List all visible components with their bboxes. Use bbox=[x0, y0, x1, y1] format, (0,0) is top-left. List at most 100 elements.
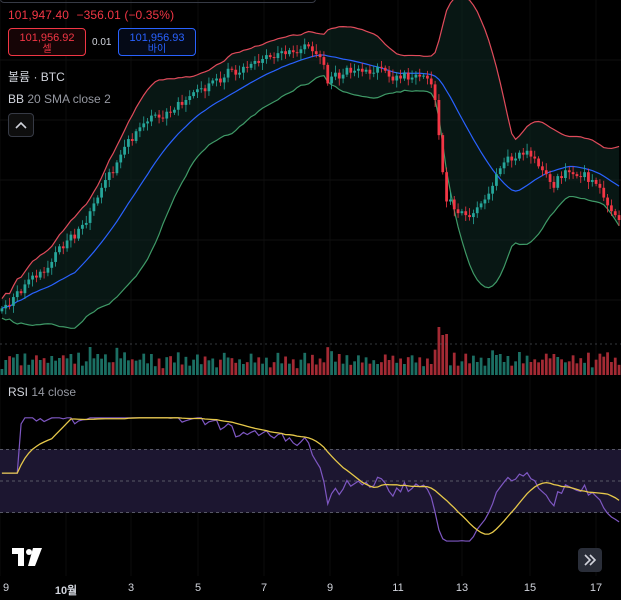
volume-bar bbox=[541, 359, 544, 375]
volume-bar bbox=[410, 355, 414, 375]
candle-body bbox=[437, 100, 441, 136]
volume-bar bbox=[483, 365, 487, 375]
volume-bar bbox=[311, 354, 314, 375]
volume-bar bbox=[475, 362, 479, 375]
volume-bar bbox=[460, 361, 464, 375]
candle-body bbox=[364, 69, 368, 72]
candle-body bbox=[153, 114, 157, 116]
candle-body bbox=[456, 209, 460, 214]
volume-bar bbox=[111, 362, 115, 375]
volume-bar bbox=[19, 365, 23, 375]
x-tick-label: 13 bbox=[455, 582, 469, 594]
volume-bar bbox=[65, 358, 69, 375]
candle-body bbox=[525, 150, 529, 155]
volume-bar bbox=[226, 357, 230, 375]
candle-body bbox=[146, 121, 149, 124]
volume-indicator-label[interactable]: 볼륨 · BTC bbox=[8, 68, 65, 85]
x-tick-label: 9 bbox=[326, 582, 334, 594]
candle-body bbox=[268, 55, 272, 58]
volume-bar bbox=[69, 354, 73, 375]
sell-button[interactable]: 101,956.92 셀 bbox=[8, 28, 86, 56]
volume-bar bbox=[495, 355, 498, 375]
volume-bar bbox=[73, 363, 77, 375]
candle-body bbox=[253, 60, 257, 64]
volume-bar bbox=[8, 356, 11, 375]
candle-body bbox=[23, 284, 27, 294]
volume-bar bbox=[330, 351, 333, 375]
volume-bar bbox=[579, 358, 583, 375]
candle-body bbox=[564, 170, 567, 179]
rsi-panel bbox=[0, 417, 621, 542]
candle-body bbox=[245, 66, 249, 68]
volume-bar bbox=[326, 347, 330, 375]
candle-body bbox=[571, 172, 575, 175]
volume-bar bbox=[399, 358, 402, 375]
volume-bar bbox=[96, 354, 100, 375]
volume-bar bbox=[372, 360, 376, 375]
volume-bar bbox=[525, 355, 529, 375]
double-chevron-right-icon bbox=[584, 554, 597, 566]
time-axis[interactable]: 9 10월 3 5 7 9 11 13 15 17 bbox=[0, 576, 621, 600]
candle-body bbox=[276, 53, 280, 59]
candle-body bbox=[150, 115, 153, 122]
volume-bar bbox=[345, 355, 349, 375]
volume-bar bbox=[276, 352, 280, 375]
buy-price: 101,956.93 bbox=[129, 32, 185, 44]
candle-body bbox=[215, 78, 218, 81]
tradingview-logo[interactable] bbox=[12, 548, 44, 566]
volume-bar bbox=[403, 364, 406, 375]
bollinger-band-fill bbox=[1, 0, 620, 329]
buy-button[interactable]: 101,956.93 바이 bbox=[118, 28, 196, 56]
candle-body bbox=[130, 139, 134, 141]
candle-body bbox=[372, 72, 376, 74]
volume-bar bbox=[161, 368, 165, 375]
volume-bar bbox=[23, 353, 27, 375]
candle-body bbox=[238, 72, 241, 75]
candle-body bbox=[211, 80, 215, 84]
bb-indicator-label[interactable]: BB 20 SMA close 2 bbox=[8, 92, 111, 106]
candle-body bbox=[464, 211, 468, 216]
rsi-params: 14 close bbox=[31, 385, 77, 399]
candle-body bbox=[12, 297, 15, 306]
candle-body bbox=[15, 291, 19, 298]
candle-body bbox=[142, 123, 146, 128]
candle-body bbox=[326, 64, 330, 84]
candle-body bbox=[77, 228, 80, 239]
candle-body bbox=[414, 74, 418, 78]
candle-body bbox=[334, 72, 337, 77]
candle-body bbox=[288, 50, 291, 55]
volume-bar bbox=[395, 362, 399, 375]
volume-bar bbox=[567, 361, 571, 375]
sell-price: 101,956.92 bbox=[19, 32, 75, 44]
volume-bar bbox=[521, 363, 525, 375]
candle-body bbox=[284, 51, 287, 55]
candle-body bbox=[272, 57, 276, 59]
volume-bar bbox=[12, 357, 15, 375]
volume-bar bbox=[180, 364, 184, 375]
collapse-indicators-button[interactable] bbox=[8, 113, 34, 137]
candle-body bbox=[161, 117, 165, 119]
scroll-to-realtime-button[interactable] bbox=[578, 548, 602, 572]
candle-body bbox=[418, 74, 422, 77]
volume-bar bbox=[222, 352, 226, 375]
volume-bar bbox=[472, 355, 475, 375]
volume-title: 볼륨 bbox=[8, 70, 31, 84]
rsi-indicator-label[interactable]: RSI 14 close bbox=[8, 385, 76, 399]
volume-bar bbox=[242, 364, 245, 375]
volume-bar bbox=[537, 362, 540, 375]
volume-bar bbox=[88, 347, 92, 375]
volume-bar bbox=[150, 354, 153, 375]
volume-bar bbox=[376, 364, 379, 375]
candle-body bbox=[222, 77, 226, 83]
volume-bar bbox=[575, 363, 579, 375]
volume-bar bbox=[4, 360, 8, 375]
volume-bar bbox=[479, 357, 483, 375]
volume-bar bbox=[502, 362, 506, 375]
rsi-ma-line bbox=[1, 417, 620, 535]
candle-body bbox=[115, 162, 119, 174]
volume-bar bbox=[341, 363, 345, 375]
candle-body bbox=[192, 92, 195, 97]
candle-body bbox=[180, 101, 184, 105]
candle-body bbox=[92, 203, 96, 212]
